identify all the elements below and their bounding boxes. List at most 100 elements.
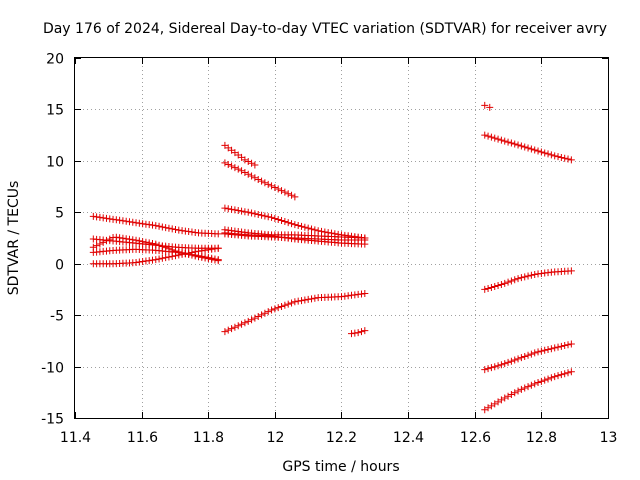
data-point: [541, 346, 549, 354]
series-s5: [89, 245, 222, 264]
data-point: [278, 187, 286, 195]
data-point: [228, 205, 236, 213]
data-point: [284, 300, 292, 308]
data-point: [557, 342, 565, 350]
data-point: [258, 177, 266, 185]
data-point: [491, 282, 499, 290]
data-point: [308, 225, 316, 233]
series-s13: [347, 327, 369, 338]
data-point: [494, 281, 502, 289]
data-point: [294, 222, 302, 230]
data-point: [564, 369, 572, 377]
data-point: [517, 142, 525, 150]
data-point: [544, 345, 552, 353]
data-point: [102, 237, 110, 245]
series-s14: [481, 101, 494, 111]
data-point: [139, 238, 147, 246]
data-point: [258, 311, 266, 319]
data-point: [554, 372, 562, 380]
data-point: [507, 391, 515, 399]
data-point: [244, 170, 252, 178]
y-tick-label: 10: [46, 155, 64, 171]
data-point: [534, 379, 542, 387]
data-point: [288, 220, 296, 228]
data-point: [284, 190, 292, 198]
data-point: [238, 207, 246, 215]
data-point: [351, 329, 359, 337]
data-point: [531, 380, 539, 388]
data-point: [244, 208, 252, 216]
data-point: [234, 207, 242, 215]
data-point: [561, 370, 569, 378]
y-tick-label: 0: [55, 258, 64, 274]
data-point: [504, 358, 512, 366]
x-axis-ticks: 11.4 11.6 11.8 12 12.2 12.4 12.6 12.8 13: [60, 58, 617, 446]
data-point: [481, 285, 489, 293]
data-point: [201, 253, 209, 261]
data-point: [228, 325, 236, 333]
data-point: [254, 210, 262, 218]
data-points: [89, 101, 575, 414]
series-s16: [481, 267, 575, 293]
series-s18: [481, 368, 575, 414]
data-point: [531, 146, 539, 154]
data-point: [135, 237, 143, 245]
chart-title: Day 176 of 2024, Sidereal Day-to-day VTE…: [43, 21, 607, 37]
data-point: [271, 305, 279, 313]
data-point: [551, 373, 559, 381]
data-point: [288, 299, 296, 307]
data-point: [251, 174, 259, 182]
data-point: [547, 151, 555, 159]
data-point: [497, 280, 505, 288]
data-point: [551, 152, 559, 160]
series-s11: [221, 229, 369, 248]
data-point: [152, 256, 160, 264]
data-point: [271, 214, 279, 222]
data-point: [231, 323, 239, 331]
data-point: [264, 180, 272, 188]
data-point: [524, 144, 532, 152]
data-point: [214, 230, 222, 238]
data-point: [231, 206, 239, 214]
y-tick-label: -10: [41, 361, 64, 377]
data-point: [487, 364, 495, 372]
data-point: [155, 255, 163, 263]
data-point: [534, 348, 542, 356]
data-point: [244, 158, 252, 166]
data-point: [567, 368, 575, 376]
data-point: [291, 221, 299, 229]
data-point: [228, 162, 236, 170]
data-point: [544, 375, 552, 383]
data-point: [537, 347, 545, 355]
data-point: [361, 290, 369, 298]
data-point: [494, 135, 502, 143]
data-point: [514, 387, 522, 395]
data-point: [531, 270, 539, 278]
data-point: [281, 218, 289, 226]
data-point: [298, 222, 306, 230]
data-point: [248, 316, 256, 324]
data-point: [491, 134, 499, 142]
data-point: [152, 240, 160, 248]
data-point: [158, 254, 166, 262]
data-point: [261, 309, 269, 317]
data-point: [487, 133, 495, 141]
data-point: [172, 226, 180, 234]
data-point: [224, 205, 232, 213]
y-tick-label: 5: [55, 206, 64, 222]
data-point: [357, 328, 365, 336]
data-point: [298, 297, 306, 305]
data-point: [258, 211, 266, 219]
data-point: [294, 297, 302, 305]
data-point: [254, 176, 262, 184]
data-point: [288, 191, 296, 199]
data-point: [274, 304, 282, 312]
data-point: [554, 153, 562, 161]
data-point: [264, 213, 272, 221]
data-point: [524, 383, 532, 391]
data-point: [527, 145, 535, 153]
data-point: [99, 238, 107, 246]
data-point: [567, 267, 575, 275]
data-point: [251, 210, 259, 218]
